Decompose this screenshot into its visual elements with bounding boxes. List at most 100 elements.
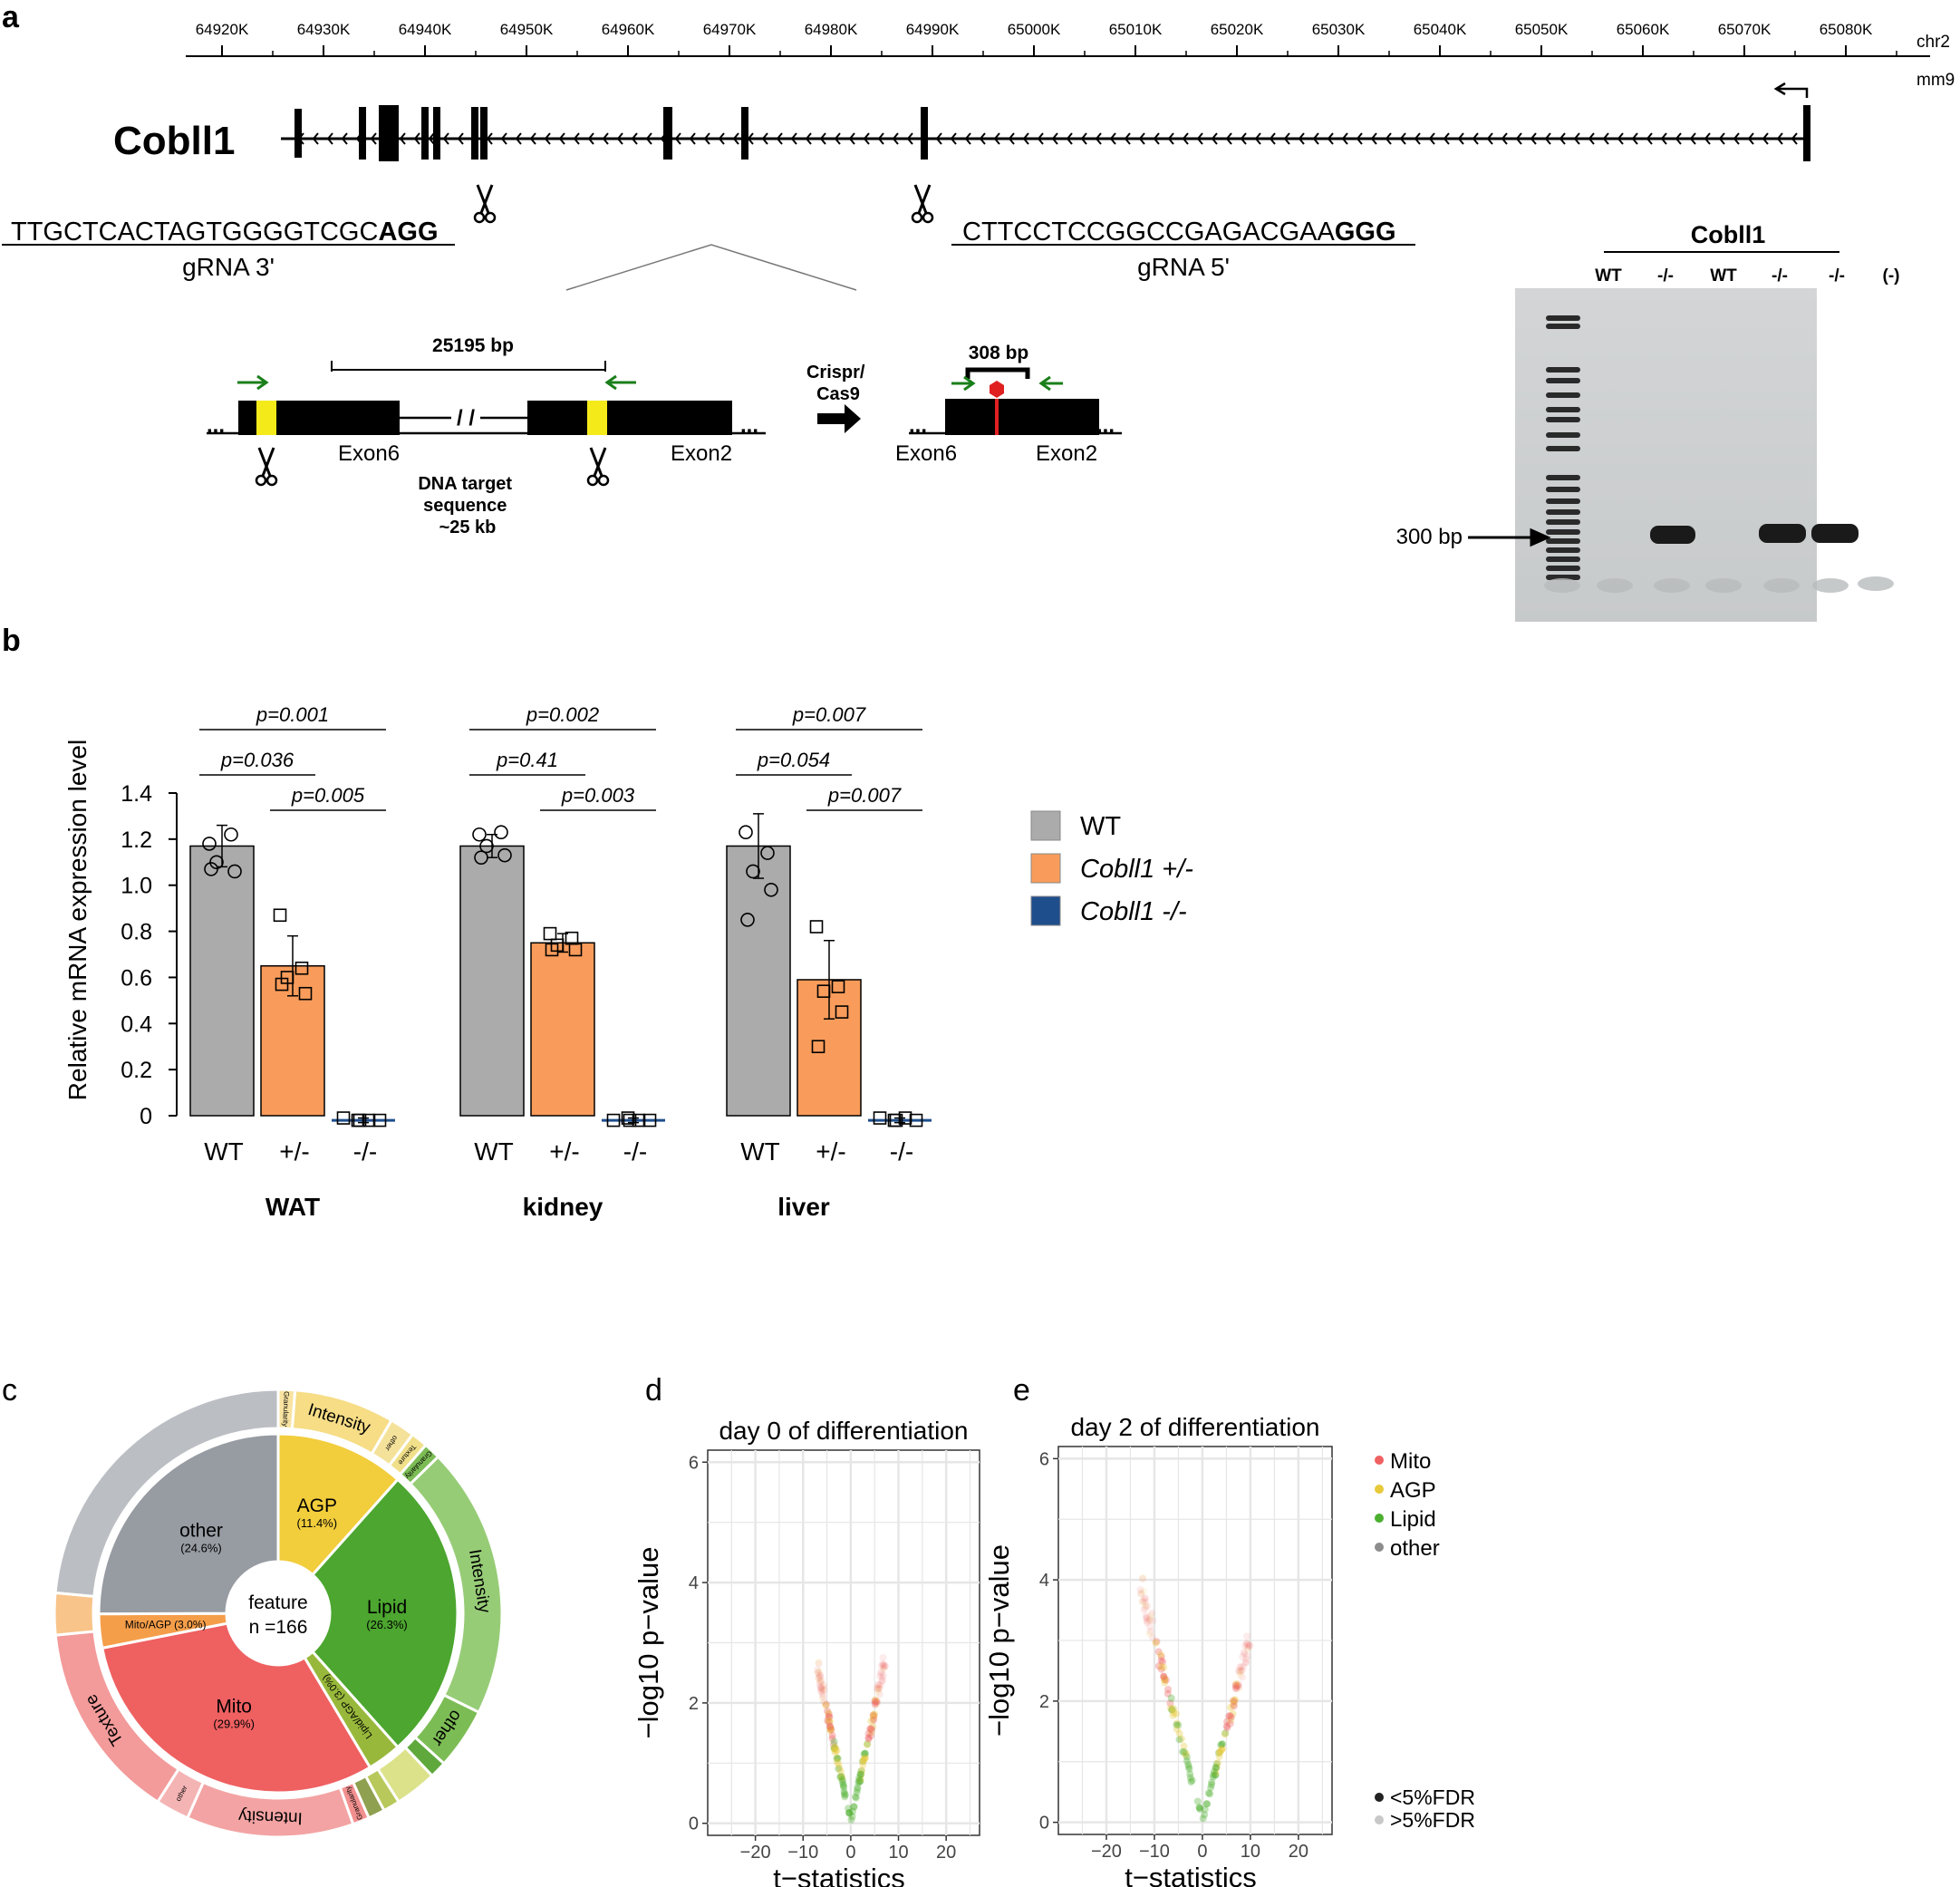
scatter-point [1146,1611,1154,1620]
x-tick-label: -/- [353,1137,377,1166]
scatter-point [878,1677,886,1685]
scatter-point [1227,1713,1235,1721]
exon6-label: Exon6 [895,441,957,466]
scatter-point [1173,1719,1181,1727]
intron-arrow-icon [761,132,768,145]
scatter-point [1139,1574,1147,1582]
scatter-point [816,1682,825,1690]
group-label: kidney [523,1193,603,1221]
intron-arrow-icon [1037,132,1044,145]
grna5: CTTCCTCCGGCCGAGACGAAGGG gRNA 5' [951,218,1415,281]
scatter-point [1215,1752,1223,1760]
scatter-point [1234,1680,1242,1689]
scatter-point [1186,1774,1194,1782]
group-label: liver [777,1193,830,1221]
x-tick-label: −20 [740,1843,771,1863]
scatter-point [864,1735,873,1743]
donut-outer-slice [53,1591,96,1637]
scatter-point [819,1683,827,1691]
scatter-point [1145,1615,1154,1623]
scatter-point [827,1726,835,1734]
scatter-point [1227,1716,1235,1724]
scatter-point [848,1813,856,1821]
scatter-point [1226,1711,1234,1719]
scatter-point [871,1697,879,1705]
scatter-point [1138,1573,1146,1582]
scatter-point [816,1670,825,1679]
data-point [739,825,753,840]
scatter-point [1157,1652,1165,1660]
data-point [889,1113,903,1127]
scatter-point [1139,1597,1147,1605]
coord-label: 65040K [1414,21,1467,38]
intron-arrow-icon [1051,132,1058,145]
scatter-point [1179,1747,1187,1756]
plot-title: day 2 of differentiation [1070,1413,1319,1441]
scatter-point [1140,1587,1148,1595]
scatter-point [874,1681,883,1689]
intron-arrow-icon [1167,132,1174,145]
scatter-point [1212,1760,1221,1768]
legend-label: >5%FDR [1390,1808,1475,1832]
scatter-point [1236,1663,1244,1671]
intron-arrow-icon [1791,132,1798,145]
gel-lane-label: -/- [1772,266,1788,285]
intron-arrow-icon [370,132,377,145]
y-axis-label: −log10 p−value [983,1544,1015,1737]
scatter-point [869,1711,877,1719]
scatter-point [1240,1663,1248,1671]
scatter-point [1173,1721,1181,1729]
scatter-point [1225,1712,1233,1720]
intron-arrow-icon [1472,132,1479,145]
exon2-label: Exon2 [1036,441,1097,466]
scatter-point [816,1678,825,1686]
scatter-point [879,1671,887,1679]
intron-arrow-icon [1298,132,1305,145]
gene-name: Cobll1 [113,119,235,163]
scatter-point [854,1784,862,1792]
scatter-point [1177,1735,1185,1743]
scatter-point [841,1791,849,1799]
y-tick-label: 0 [689,1814,699,1834]
coord-label: 65010K [1109,21,1163,38]
scatter-point [1243,1632,1251,1640]
scatter-point [835,1760,843,1768]
scatter-point [1167,1694,1175,1702]
scatter-point [1166,1704,1174,1712]
ladder-band [1546,367,1580,373]
scatter-point [861,1755,869,1763]
data-point [204,862,218,876]
scatter-point [1185,1765,1193,1773]
bar [189,845,255,1117]
scatter-point [1152,1639,1160,1647]
intron-arrow-icon [674,132,681,145]
crispr-step: Crispr/ Cas9 [806,363,865,433]
scatter-point [1142,1594,1150,1602]
panel-label-c: c [2,1373,17,1408]
intron-arrow-icon [428,132,435,145]
intron-arrow-icon [1312,132,1319,145]
data-point [227,864,242,879]
donut-inner-slice [97,1432,280,1616]
intron-arrow-icon [1182,132,1189,145]
intron-arrow-icon [848,132,855,145]
center-label: feature [248,1592,307,1613]
scatter-point [835,1765,843,1773]
scatter-point [820,1686,828,1694]
scatter-point [836,1773,845,1781]
intron-arrow-icon [979,132,986,145]
data-point [474,850,488,865]
scatter-point [877,1661,885,1669]
y-tick-label: 4 [689,1573,699,1593]
zoom-lines [565,244,857,291]
intron-arrow-icon [1008,132,1015,145]
intron-arrow-icon [1254,132,1261,145]
scatter-point [838,1777,846,1785]
intron-arrow-icon [544,132,551,145]
scatter-point [837,1774,845,1782]
scatter-point [871,1700,879,1708]
scatter-point [1170,1708,1178,1717]
scatter-point [1241,1641,1249,1650]
gel-lane-label: WT [1710,266,1737,285]
scatter-point [1203,1800,1212,1808]
